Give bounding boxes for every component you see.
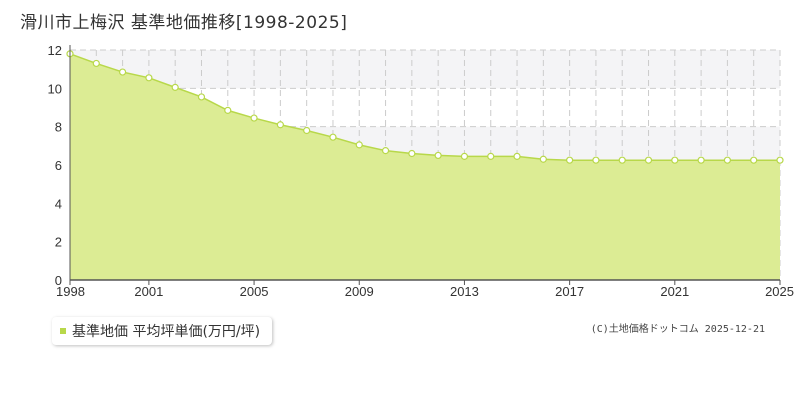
background-band [70, 50, 780, 89]
y-tick-labels: 0 2 4 6 8 10 12 [48, 43, 62, 288]
legend-label: 基準地価 平均坪単価(万円/坪) [72, 324, 261, 340]
y-tick-label: 0 [55, 273, 62, 288]
data-point [276, 121, 284, 129]
data-point [566, 156, 574, 164]
area-layer [69, 53, 780, 281]
y-tick-label: 4 [55, 196, 62, 211]
y-tick-label: 2 [55, 235, 62, 250]
data-point [644, 156, 653, 164]
data-point [592, 156, 600, 164]
chart-title: 滑川市上梅沢 基準地価推移[1998-2025] [20, 13, 348, 33]
y-tick-label: 12 [48, 43, 62, 58]
axes [69, 45, 781, 285]
data-point [224, 106, 232, 114]
data-point [618, 156, 626, 164]
data-point [776, 156, 784, 164]
x-tick-label: 2025 [765, 284, 794, 299]
x-tick-label: 2001 [134, 284, 163, 299]
data-point [118, 68, 127, 76]
data-point [723, 156, 732, 164]
x-tick-label: 2017 [555, 284, 584, 299]
data-point [487, 152, 495, 160]
data-point [92, 59, 100, 68]
area-fill [70, 53, 780, 281]
legend-marker [60, 328, 66, 334]
land-price-chart: 0 2 4 6 8 10 12 1998 2001 2005 2009 2013 2017 2021 20… [48, 43, 794, 299]
data-point [355, 141, 363, 149]
data-point [329, 133, 337, 141]
data-point [408, 149, 416, 158]
legend: 基準地価 平均坪単価(万円/坪) [52, 317, 273, 345]
data-point [460, 152, 469, 160]
x-tick-label: 1998 [56, 284, 85, 299]
data-point [697, 156, 705, 164]
data-point [434, 151, 442, 160]
x-tick-label: 2021 [660, 284, 689, 299]
data-point [250, 114, 258, 122]
y-tick-label: 8 [55, 120, 62, 135]
series-line [69, 53, 780, 161]
x-tick-label: 2005 [240, 284, 269, 299]
copyright-credit: (C)土地価格ドットコム 2025-12-21 [590, 324, 765, 335]
x-tick-label: 2013 [450, 284, 479, 299]
data-point [145, 74, 153, 82]
data-point [750, 156, 758, 164]
data-point [197, 93, 206, 101]
data-point [671, 156, 679, 164]
data-point [171, 83, 179, 91]
x-tick-labels: 1998 2001 2005 2009 2013 2017 2021 2025 [56, 284, 794, 299]
y-tick-label: 10 [48, 81, 62, 96]
x-tick-label: 2009 [345, 284, 374, 299]
data-point [513, 152, 521, 160]
data-point [539, 155, 547, 163]
data-point [381, 147, 390, 155]
y-tick-label: 6 [55, 158, 62, 173]
data-point [303, 126, 311, 135]
data-markers [66, 50, 784, 164]
